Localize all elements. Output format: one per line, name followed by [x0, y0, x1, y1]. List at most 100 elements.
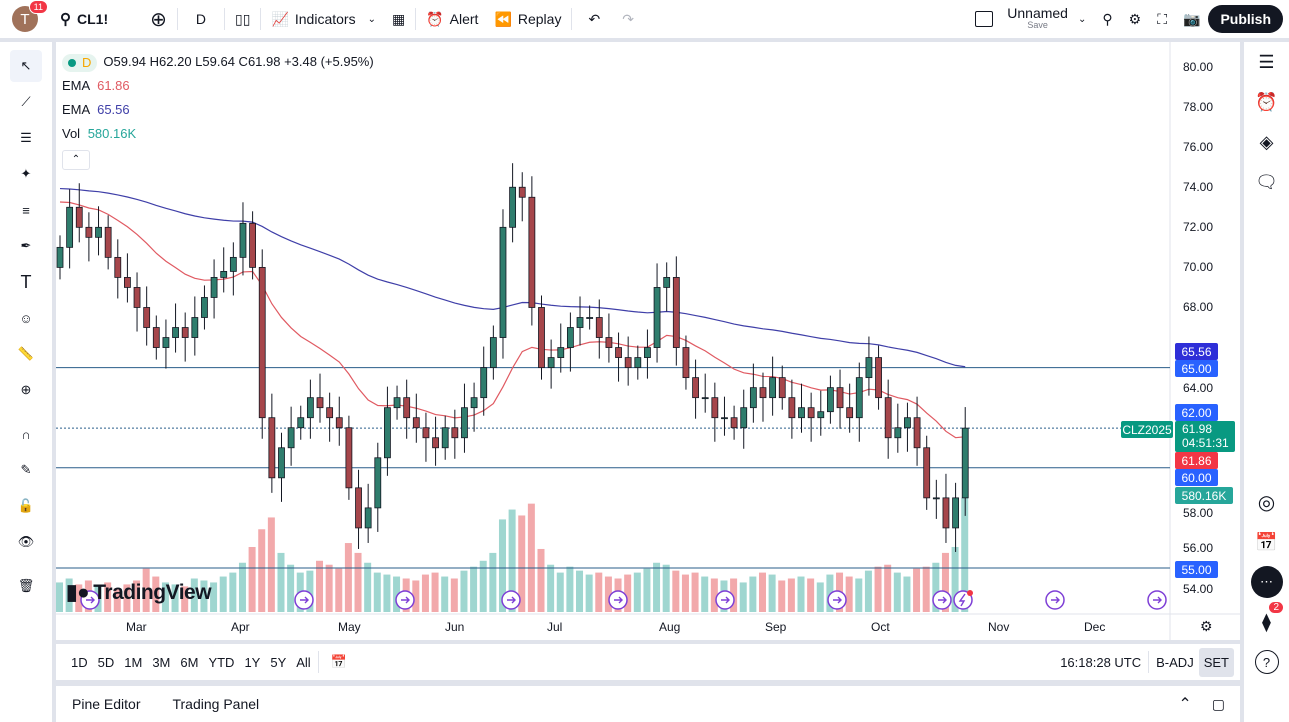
- fib-tool[interactable]: ≡: [10, 194, 42, 226]
- candle-body: [624, 357, 632, 368]
- text-tool[interactable]: T: [10, 266, 42, 298]
- volume-bar: [681, 574, 689, 612]
- event-arrow-icon: [721, 596, 730, 604]
- target-button[interactable]: ◎: [1244, 482, 1289, 522]
- timeframe-5y[interactable]: 5Y: [270, 654, 287, 670]
- volume-bar: [267, 517, 275, 612]
- price-axis-label: 70.00: [1183, 260, 1214, 274]
- price-axis-label: 80.00: [1183, 60, 1214, 74]
- pattern-tool[interactable]: ✦: [10, 158, 42, 190]
- ema1-row[interactable]: EMA 61.86: [62, 74, 374, 98]
- volume-bar: [749, 576, 757, 612]
- candle-body: [798, 407, 805, 419]
- quick-search-button[interactable]: ⚲: [1094, 0, 1120, 38]
- timeframe-5d[interactable]: 5D: [97, 654, 115, 670]
- go-to-date-button[interactable]: 📅: [321, 654, 357, 670]
- candle-body: [730, 417, 738, 429]
- lock-tool[interactable]: 🔓: [10, 490, 42, 522]
- timeframe-1m[interactable]: 1M: [124, 654, 143, 670]
- collapse-legend-button[interactable]: ⌃: [62, 150, 90, 170]
- timeframe-all[interactable]: All: [296, 654, 311, 670]
- symbol-search[interactable]: ⚲ CL1!: [52, 0, 116, 38]
- candle-body: [672, 277, 680, 348]
- publish-button[interactable]: Publish: [1208, 5, 1283, 33]
- zoom-tool[interactable]: ⊕: [10, 374, 42, 406]
- collapse-panel-button[interactable]: ⌃: [1173, 694, 1196, 714]
- price-chart[interactable]: [56, 42, 1240, 640]
- layouts-button[interactable]: ▦: [384, 0, 413, 38]
- layout-menu[interactable]: Unnamed Save ⌄: [967, 0, 1094, 38]
- tradingview-logo-icon: ▮●: [66, 581, 90, 604]
- news-button[interactable]: ⧫ 2: [1244, 602, 1289, 642]
- timeframe-3m[interactable]: 3M: [152, 654, 171, 670]
- alert-button[interactable]: ⏰ Alert: [418, 0, 486, 38]
- chart-type-button[interactable]: ▯▯: [227, 0, 258, 38]
- undo-button[interactable]: ↶: [574, 0, 614, 38]
- replay-button[interactable]: ⏪ Replay: [486, 0, 569, 38]
- calendar-button[interactable]: 📅: [1244, 522, 1289, 562]
- indicators-button[interactable]: 📈 Indicators ⌄: [263, 0, 384, 38]
- chats-button[interactable]: 🗨: [1244, 162, 1289, 202]
- visibility-tool[interactable]: 👁: [10, 526, 42, 558]
- timeframe-1d[interactable]: 1D: [71, 654, 88, 670]
- compare-button[interactable]: ⊕: [142, 0, 175, 38]
- ruler-tool[interactable]: 📏: [10, 338, 42, 370]
- watermark-text: TradingView: [93, 580, 212, 604]
- ema2-row[interactable]: EMA 65.56: [62, 98, 374, 122]
- axis-settings-button[interactable]: ⚙: [1200, 618, 1213, 635]
- clock[interactable]: 16:18:28 UTC: [1060, 654, 1142, 670]
- avatar-letter: T: [20, 10, 30, 28]
- candle-body: [461, 407, 468, 439]
- alert-label: Alert: [449, 11, 479, 27]
- candle-body: [740, 407, 748, 429]
- help-button[interactable]: ?: [1244, 642, 1289, 682]
- timeframe-6m[interactable]: 6M: [180, 654, 199, 670]
- alarm-clock-icon: ⏰: [426, 10, 444, 27]
- screenshot-button[interactable]: 📷: [1175, 0, 1208, 38]
- trend-line-tool[interactable]: ⟋: [10, 86, 42, 118]
- timeframe-ytd[interactable]: YTD: [208, 654, 235, 670]
- volume-bar: [624, 574, 632, 612]
- watchlist-button[interactable]: ☰: [1244, 42, 1289, 82]
- price-axis-label: 58.00: [1183, 506, 1214, 520]
- alarm-clock-icon: ⏰: [1255, 91, 1278, 112]
- candle-body: [85, 226, 93, 238]
- volume-bar: [913, 568, 921, 612]
- emoji-tool[interactable]: ☺: [10, 302, 42, 334]
- search-icon: ⚲: [60, 11, 71, 28]
- event-arrow-icon: [614, 596, 623, 604]
- magnet-tool[interactable]: ∩: [10, 418, 42, 450]
- apps-button[interactable]: ⋯: [1244, 562, 1289, 602]
- candle-body: [422, 427, 430, 439]
- interval-button[interactable]: D: [195, 11, 207, 27]
- settings-button[interactable]: ⚙: [1121, 0, 1150, 38]
- volume-bar: [277, 552, 285, 612]
- redo-button[interactable]: ↷: [614, 0, 642, 38]
- volume-bar: [229, 572, 237, 612]
- horizontal-lines-tool[interactable]: ☰: [10, 122, 42, 154]
- market-status-pill[interactable]: D: [62, 53, 98, 72]
- volume-bar: [171, 584, 179, 612]
- user-avatar[interactable]: T 11: [12, 0, 48, 32]
- ruler-icon: 📏: [17, 346, 35, 361]
- lock-drawing-tool[interactable]: ✎: [10, 454, 42, 486]
- volume-bar: [393, 576, 401, 612]
- remove-drawings-tool[interactable]: 🗑: [10, 570, 42, 602]
- divider: [415, 8, 417, 30]
- cursor-tool[interactable]: ↖: [10, 50, 42, 82]
- volume-bar: [951, 546, 959, 612]
- brush-tool[interactable]: ✒: [10, 230, 42, 262]
- chart-legend: D O59.94 H62.20 L59.64 C61.98 +3.48 (+5.9…: [62, 50, 374, 170]
- alerts-button[interactable]: ⏰: [1244, 82, 1289, 122]
- maximize-panel-button[interactable]: ▢: [1207, 696, 1230, 713]
- volume-row[interactable]: Vol 580.16K: [62, 122, 374, 146]
- pine-editor-tab[interactable]: Pine Editor: [72, 696, 141, 712]
- badj-toggle[interactable]: B-ADJ: [1156, 654, 1194, 670]
- pattern-icon: ✦: [20, 166, 32, 181]
- chart-pane[interactable]: [56, 42, 1240, 640]
- trading-panel-tab[interactable]: Trading Panel: [172, 696, 260, 712]
- object-tree-button[interactable]: ◈: [1244, 122, 1289, 162]
- session-toggle[interactable]: SET: [1198, 647, 1234, 677]
- fullscreen-button[interactable]: ⛶: [1149, 0, 1175, 38]
- timeframe-1y[interactable]: 1Y: [244, 654, 261, 670]
